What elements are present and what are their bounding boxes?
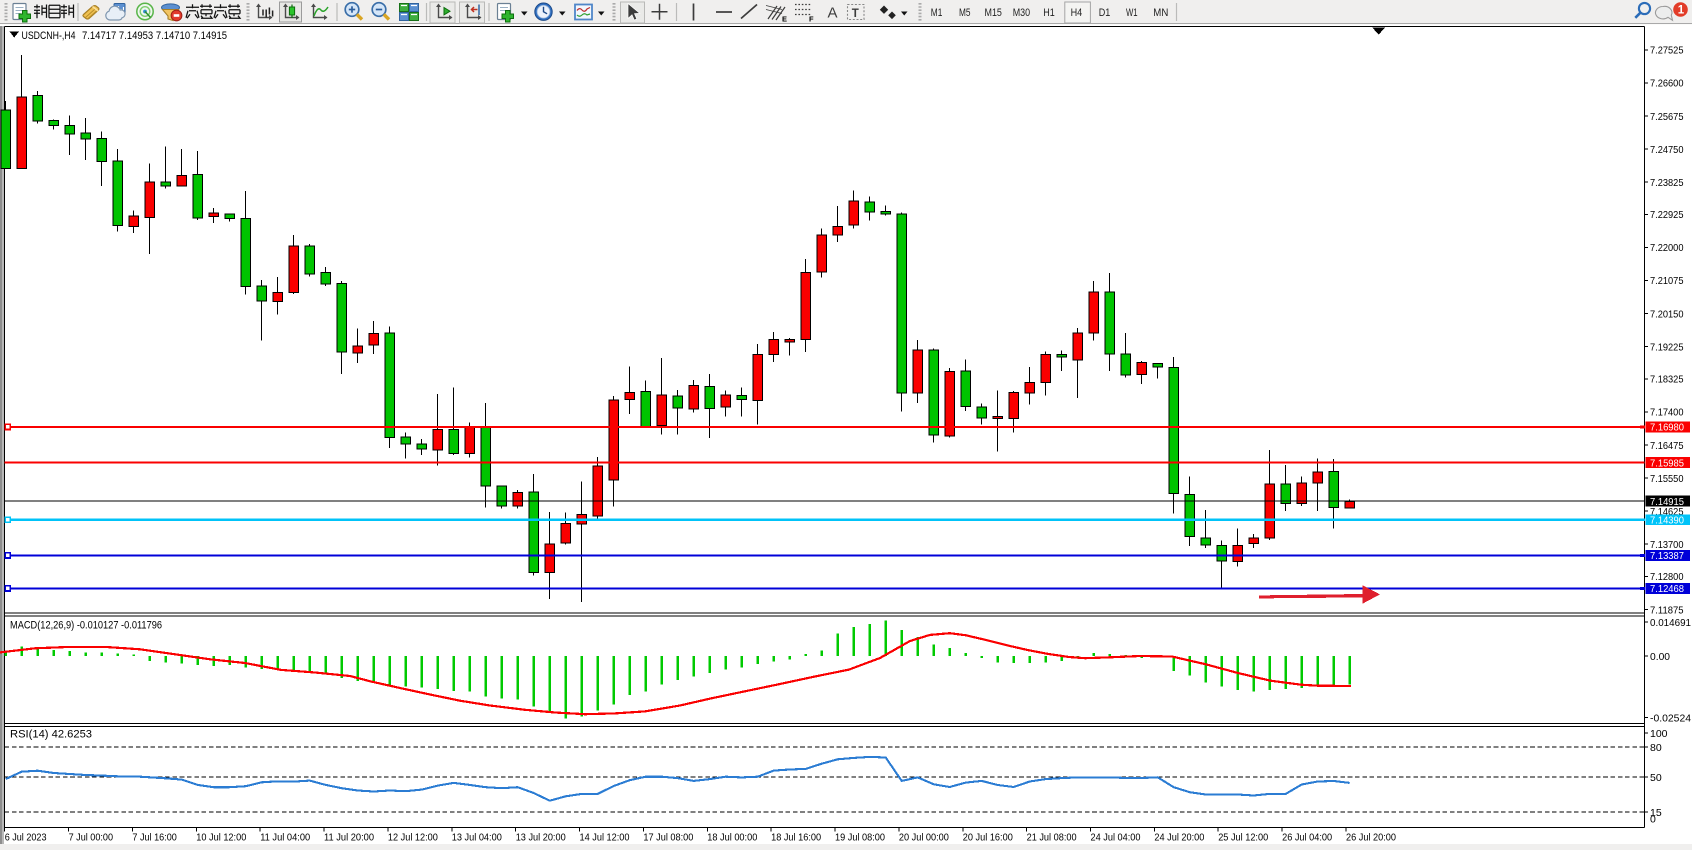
svg-text:11 Jul 20:00: 11 Jul 20:00 [324,831,374,843]
svg-text:18 Jul 00:00: 18 Jul 00:00 [707,831,757,843]
svg-text:7.19225: 7.19225 [1650,341,1684,353]
svg-text:0.014691: 0.014691 [1650,617,1691,629]
svg-text:15: 15 [1650,807,1662,819]
svg-text:7.12800: 7.12800 [1650,571,1684,583]
svg-text:1: 1 [1678,5,1685,17]
svg-text:M15: M15 [985,7,1002,19]
svg-text:13 Jul 04:00: 13 Jul 04:00 [452,831,502,843]
svg-text:7.13700: 7.13700 [1650,539,1684,551]
svg-text:7.15985: 7.15985 [1650,457,1684,469]
svg-text:80: 80 [1650,742,1662,754]
svg-text:MN: MN [1153,7,1168,19]
svg-text:7.12468: 7.12468 [1650,583,1684,595]
svg-text:7.22000: 7.22000 [1650,242,1684,254]
svg-text:7.22925: 7.22925 [1650,209,1684,221]
svg-text:7.14717 7.14953 7.14710 7.1491: 7.14717 7.14953 7.14710 7.14915 [82,30,227,42]
svg-text:7.15550: 7.15550 [1650,473,1684,485]
svg-text:W1: W1 [1126,7,1138,19]
svg-text:-0.02524: -0.02524 [1650,712,1691,724]
svg-text:7.27525: 7.27525 [1650,45,1684,57]
svg-text:0.00: 0.00 [1650,651,1670,663]
svg-text:10 Jul 12:00: 10 Jul 12:00 [196,831,246,843]
svg-text:24 Jul 04:00: 24 Jul 04:00 [1091,831,1141,843]
svg-text:7.24750: 7.24750 [1650,144,1684,156]
svg-text:F: F [809,15,814,24]
svg-text:7.20150: 7.20150 [1650,308,1684,320]
svg-text:H4: H4 [1071,7,1083,19]
svg-text:7.26600: 7.26600 [1650,78,1684,90]
svg-text:100: 100 [1650,728,1668,740]
svg-text:7.21075: 7.21075 [1650,275,1684,287]
svg-text:M5: M5 [959,7,971,19]
svg-text:H1: H1 [1043,7,1055,19]
svg-text:7.17400: 7.17400 [1650,407,1684,419]
svg-text:D1: D1 [1099,7,1111,19]
svg-text:0: 0 [1650,813,1656,825]
svg-text:20 Jul 00:00: 20 Jul 00:00 [899,831,949,843]
svg-text:14 Jul 12:00: 14 Jul 12:00 [580,831,630,843]
svg-text:7.16475: 7.16475 [1650,440,1684,452]
svg-text:7.25675: 7.25675 [1650,111,1684,123]
svg-text:A: A [828,5,838,22]
svg-text:7 Jul 16:00: 7 Jul 16:00 [132,831,177,843]
svg-text:7.18325: 7.18325 [1650,374,1684,386]
svg-text:7.16980: 7.16980 [1650,422,1684,434]
svg-text:13 Jul 20:00: 13 Jul 20:00 [516,831,566,843]
svg-text:50: 50 [1650,772,1662,784]
svg-text:M30: M30 [1013,7,1030,19]
svg-text:26 Jul 04:00: 26 Jul 04:00 [1282,831,1332,843]
svg-text:21 Jul 08:00: 21 Jul 08:00 [1027,831,1077,843]
svg-text:17 Jul 08:00: 17 Jul 08:00 [643,831,693,843]
svg-text:7.14390: 7.14390 [1650,515,1684,527]
svg-text:USDCNH-,H4: USDCNH-,H4 [22,30,76,42]
svg-text:T: T [852,8,859,20]
svg-text:M1: M1 [931,7,943,19]
svg-text:20 Jul 16:00: 20 Jul 16:00 [963,831,1013,843]
svg-text:24 Jul 20:00: 24 Jul 20:00 [1154,831,1204,843]
svg-text:26 Jul 20:00: 26 Jul 20:00 [1346,831,1396,843]
svg-text:25 Jul 12:00: 25 Jul 12:00 [1218,831,1268,843]
svg-text:6 Jul 2023: 6 Jul 2023 [5,831,47,843]
svg-text:MACD(12,26,9) -0.010127 -0.011: MACD(12,26,9) -0.010127 -0.011796 [10,620,162,632]
svg-text:7.13387: 7.13387 [1650,550,1684,562]
svg-text:19 Jul 08:00: 19 Jul 08:00 [835,831,885,843]
svg-text:E: E [782,15,787,24]
svg-text:18 Jul 16:00: 18 Jul 16:00 [771,831,821,843]
svg-text:7.14915: 7.14915 [1650,496,1684,508]
svg-text:7.11875: 7.11875 [1650,604,1684,616]
svg-text:12 Jul 12:00: 12 Jul 12:00 [388,831,438,843]
svg-text:RSI(14) 42.6253: RSI(14) 42.6253 [10,729,92,741]
svg-text:7.23825: 7.23825 [1650,177,1684,189]
svg-text:7 Jul 00:00: 7 Jul 00:00 [69,831,114,843]
svg-text:11 Jul 04:00: 11 Jul 04:00 [260,831,310,843]
